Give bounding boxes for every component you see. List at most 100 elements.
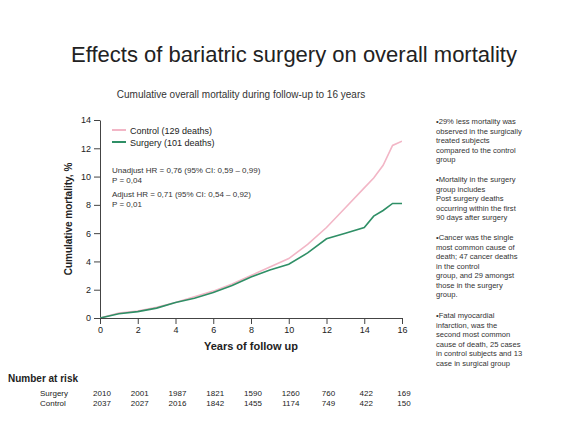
x-tick: 4: [173, 318, 178, 335]
legend-label: Control (129 deaths): [130, 126, 212, 136]
x-tick-label: 10: [284, 325, 294, 335]
x-tick: 6: [211, 318, 216, 335]
annotation: Unadjust HR = 0,76 (95% CI: 0,59 – 0,99): [112, 166, 261, 175]
y-tick-mark: [94, 318, 100, 319]
note-line: 90 days after surgery: [436, 213, 508, 222]
note-line: second most common: [436, 330, 510, 339]
note-line: in control subjects and 13: [436, 349, 522, 358]
note-line: group: [436, 155, 455, 164]
note-line: in the control: [436, 262, 480, 271]
risk-value: 1260: [282, 389, 300, 398]
x-tick-mark: [176, 318, 177, 324]
x-tick-mark: [100, 318, 101, 324]
annotations: Unadjust HR = 0,76 (95% CI: 0,59 – 0,99)…: [112, 166, 261, 209]
x-tick-mark: [213, 318, 214, 324]
annotation: Adjust HR = 0,71 (95% CI: 0,54 – 0,92): [112, 190, 251, 199]
note-line: •Cancer was the single: [436, 233, 513, 242]
risk-value: 1174: [282, 399, 300, 408]
note-line: •Fatal myocardial: [436, 311, 495, 320]
risk-value: 2010: [93, 389, 111, 398]
y-tick-mark: [94, 261, 100, 262]
y-tick-label: 12: [81, 144, 91, 154]
risk-value: 150: [397, 399, 411, 408]
note-line: occurring within the first: [436, 204, 517, 213]
note-line: case in surgical group: [436, 359, 510, 368]
y-tick-label: 6: [86, 229, 91, 239]
risk-value: 422: [360, 399, 374, 408]
risk-value: 2016: [169, 399, 187, 408]
notes: •29% less mortality wasobserved in the s…: [436, 117, 522, 368]
x-tick: 14: [360, 318, 370, 335]
y-tick: 8: [86, 200, 100, 210]
y-tick-mark: [94, 290, 100, 291]
x-tick: 10: [284, 318, 294, 335]
x-tick: 12: [322, 318, 332, 335]
y-tick-label: 8: [86, 200, 91, 210]
y-tick-mark: [94, 233, 100, 234]
y-tick-mark: [94, 205, 100, 206]
x-tick: 16: [397, 318, 407, 335]
annotation: P = 0,04: [112, 176, 142, 185]
risk-row-label: Control: [40, 399, 66, 408]
x-tick-mark: [327, 318, 328, 324]
note-line: death; 47 cancer deaths: [436, 252, 518, 261]
y-tick: 6: [86, 229, 100, 239]
series-line: [100, 141, 402, 318]
risk-value: 1455: [244, 399, 262, 408]
x-tick-mark: [402, 318, 403, 324]
note-line: group includes: [436, 185, 486, 194]
x-tick-label: 2: [136, 325, 141, 335]
y-tick-label: 2: [86, 285, 91, 295]
risk-title: Number at risk: [8, 373, 78, 384]
note-line: observed in the surgically: [436, 127, 522, 136]
y-tick-label: 10: [81, 172, 91, 182]
x-tick: 0: [98, 318, 103, 335]
x-tick-mark: [251, 318, 252, 324]
subtitle: Cumulative overall mortality during foll…: [117, 89, 365, 100]
annotation: P = 0,01: [112, 200, 142, 209]
note-line: most common cause of: [436, 243, 515, 252]
y-tick-label: 4: [86, 257, 91, 267]
x-tick-mark: [289, 318, 290, 324]
series-line: [100, 203, 402, 318]
risk-value: 1590: [244, 389, 262, 398]
risk-value: 2001: [131, 389, 149, 398]
risk-value: 169: [397, 389, 411, 398]
y-tick-mark: [94, 148, 100, 149]
note-line: Post surgery deaths: [436, 194, 504, 203]
note-line: treated subjects: [436, 136, 490, 145]
y-tick-label: 14: [81, 115, 91, 125]
y-axis-line: [100, 121, 101, 319]
x-tick-label: 6: [211, 325, 216, 335]
note-line: •29% less mortality was: [436, 117, 516, 126]
x-tick-mark: [138, 318, 139, 324]
y-tick-mark: [94, 120, 100, 121]
y-axis: 0 2 4 6 8 10 12 14: [81, 115, 101, 323]
note-line: cause of death, 25 cases: [436, 340, 521, 349]
y-tick: 10: [81, 172, 100, 182]
x-tick: 8: [249, 318, 254, 335]
legend-swatch: [112, 129, 126, 131]
note-line: those in the surgery: [436, 281, 503, 290]
x-tick-label: 14: [360, 325, 370, 335]
legend-label: Surgery (101 deaths): [130, 138, 215, 148]
note-line: infarction, was the: [436, 321, 497, 330]
risk-value: 422: [360, 389, 374, 398]
x-tick-mark: [364, 318, 365, 324]
risk-value: 2027: [131, 399, 149, 408]
number-at-risk: Number at riskSurgery2010200119871821159…: [8, 373, 411, 408]
y-tick: 2: [86, 285, 100, 295]
legend: Control (129 deaths) Surgery (101 deaths): [112, 126, 215, 148]
risk-row-label: Surgery: [40, 389, 68, 398]
risk-value: 749: [322, 399, 336, 408]
y-tick: 0: [86, 313, 100, 323]
x-tick-label: 0: [98, 325, 103, 335]
note-line: group, and 29 amongst: [436, 271, 515, 280]
x-axis-title: Years of follow up: [204, 340, 298, 352]
x-tick: 2: [136, 318, 141, 335]
y-axis-title: Cumulative mortality, %: [63, 163, 74, 276]
x-tick-label: 4: [173, 325, 178, 335]
x-tick-label: 16: [397, 325, 407, 335]
x-tick-label: 8: [249, 325, 254, 335]
risk-value: 1987: [169, 389, 187, 398]
